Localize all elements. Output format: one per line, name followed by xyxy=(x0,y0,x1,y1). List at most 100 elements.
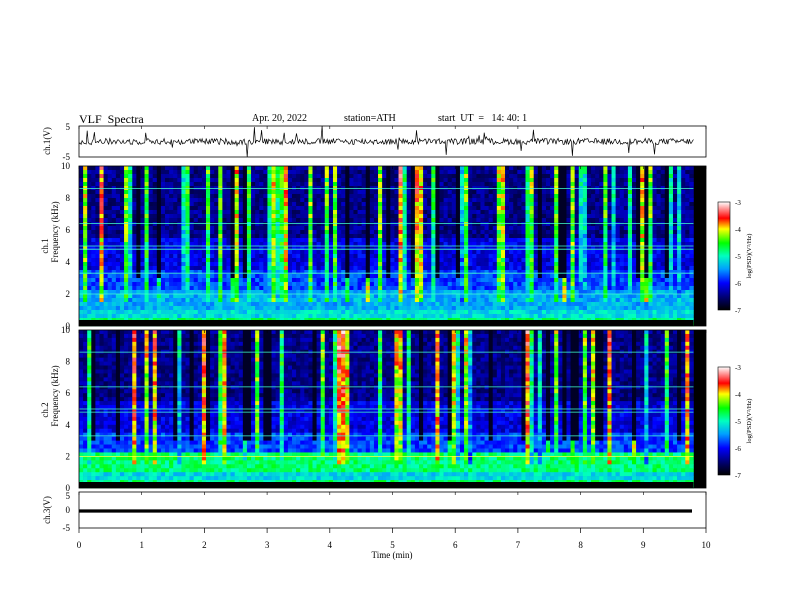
spectrogram-cell xyxy=(124,206,129,211)
spectrogram-cell xyxy=(611,210,616,215)
spectrogram-cell xyxy=(349,294,354,299)
spectrogram-cell xyxy=(292,222,297,227)
spectrogram-cell xyxy=(468,218,473,223)
spectrogram-cell xyxy=(632,250,637,255)
spectrogram-cell xyxy=(599,178,604,183)
spectrogram-cell xyxy=(545,258,551,263)
spectrogram-cell xyxy=(222,298,227,303)
spectrogram-cell xyxy=(279,266,285,271)
spectrogram-cell xyxy=(447,222,453,227)
spectrogram-cell xyxy=(636,262,641,267)
spectrogram-cell xyxy=(353,250,358,255)
spectrogram-cell xyxy=(521,190,526,195)
spectrogram-cell xyxy=(410,210,416,215)
spectrogram-cell xyxy=(349,286,354,291)
spectrogram-cell xyxy=(83,286,88,291)
spectrogram-cell xyxy=(185,218,190,223)
spectrogram-cell xyxy=(439,166,444,171)
spectrogram-cell xyxy=(500,170,506,175)
spectrogram-cell xyxy=(689,274,694,279)
spectrogram-cell xyxy=(91,298,96,303)
spectrogram-cell xyxy=(480,194,485,199)
spectrogram-cell xyxy=(148,230,154,235)
spectrogram-cell xyxy=(156,286,162,291)
spectrogram-cell xyxy=(664,166,670,171)
spectrogram-cell xyxy=(652,166,657,171)
spectrogram-cell xyxy=(443,214,448,219)
spectrogram-cell xyxy=(210,178,215,183)
spectrogram-cell xyxy=(689,210,694,215)
spectrogram-cell xyxy=(259,202,264,207)
spectrogram-cell xyxy=(451,170,457,175)
spectrogram-cell xyxy=(632,262,637,267)
spectrogram-cell xyxy=(324,286,330,291)
spectrogram-cell xyxy=(308,278,313,283)
spectrogram-cell xyxy=(156,250,162,255)
spectrogram-cell xyxy=(406,282,412,287)
spectrogram-cell xyxy=(267,166,272,171)
spectrogram-cell xyxy=(193,194,199,199)
spectrogram-cell xyxy=(189,190,194,195)
spectrogram-cell xyxy=(648,286,653,291)
spectrogram-cell xyxy=(152,270,158,275)
spectrogram-cell xyxy=(324,294,330,299)
spectrogram-cell xyxy=(373,218,379,223)
spectrogram-cell xyxy=(578,274,584,279)
spectrogram-cell xyxy=(562,266,567,271)
spectrogram-cell xyxy=(312,282,317,287)
spectrogram-cell xyxy=(599,218,604,223)
spectrogram-cell xyxy=(152,226,158,231)
spectrogram-cell xyxy=(357,246,362,251)
spectrogram-cell xyxy=(185,202,190,207)
spectrogram-cell xyxy=(156,222,162,227)
spectrogram-cell xyxy=(267,190,272,195)
spectrogram-cell xyxy=(611,286,616,291)
spectrogram-cell xyxy=(390,234,395,239)
spectrogram-cell xyxy=(398,258,403,263)
spectrogram-cell xyxy=(623,262,629,267)
spectrogram-cell xyxy=(119,238,125,243)
spectrogram-cell xyxy=(455,242,461,247)
spectrogram-cell xyxy=(332,166,338,171)
spectrogram-cell xyxy=(689,222,694,227)
spectrogram-cell xyxy=(419,170,424,175)
spectrogram-cell xyxy=(451,290,457,295)
spectrogram-cell xyxy=(464,214,469,219)
spectrogram-cell xyxy=(632,214,637,219)
spectrogram-cell xyxy=(619,190,625,195)
spectrogram-cell xyxy=(341,210,346,215)
spectrogram-cell xyxy=(586,246,592,251)
spectrogram-cell xyxy=(246,282,252,287)
spectrogram-cell xyxy=(332,206,338,211)
spectrogram-cell xyxy=(369,282,375,287)
spectrogram-cell xyxy=(582,282,588,287)
spectrogram-cell xyxy=(509,274,514,279)
spectrogram-cell xyxy=(369,242,375,247)
spectrogram-cell xyxy=(205,290,211,295)
spectrogram-cell xyxy=(230,250,235,255)
spectrogram-cell xyxy=(402,282,408,287)
spectrogram-cell xyxy=(472,166,477,171)
spectrogram-cell xyxy=(87,182,92,187)
spectrogram-cell xyxy=(652,206,657,211)
spectrogram-cell xyxy=(476,258,481,263)
spectrogram-cell xyxy=(193,238,199,243)
spectrogram-cell xyxy=(201,246,207,251)
spectrogram-cell xyxy=(181,294,186,299)
spectrogram-cell xyxy=(373,250,379,255)
spectrogram-cell xyxy=(287,202,293,207)
spectrogram-cell xyxy=(83,166,88,171)
spectrogram-cell xyxy=(685,178,690,183)
spectrogram-cell xyxy=(615,262,621,267)
spectrogram-cell xyxy=(459,274,465,279)
spectrogram-cell xyxy=(148,250,154,255)
spectrogram-cell xyxy=(210,290,215,295)
spectrogram-cell xyxy=(419,230,424,235)
spectrogram-cell xyxy=(476,266,481,271)
spectrogram-cell xyxy=(308,182,313,187)
spectrogram-cell xyxy=(205,214,211,219)
spectrogram-cell xyxy=(218,298,223,303)
spectrogram-cell xyxy=(656,258,661,263)
spectrogram-cell xyxy=(230,170,235,175)
spectrogram-cell xyxy=(242,266,248,271)
